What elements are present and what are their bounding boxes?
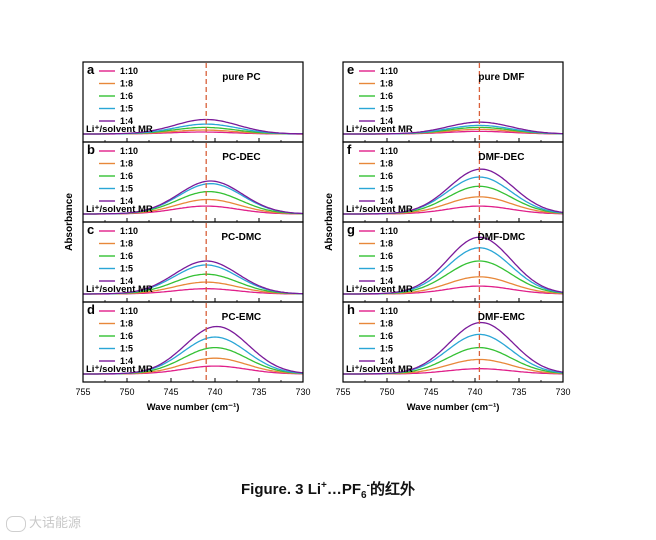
caption-sup-plus: + (321, 480, 327, 491)
panel-b-legend-title: Li⁺/solvent MR (86, 204, 153, 215)
panel-e-legend-label-1-6: 1:6 (380, 91, 393, 101)
panel-d-tick-label-730: 730 (295, 387, 310, 397)
panel-c-title: PC-DMC (221, 232, 261, 243)
panel-e-letter: e (347, 62, 354, 77)
panel-g-letter: g (347, 222, 355, 237)
panel-f-legend-label-1-10: 1:10 (380, 146, 398, 156)
panel-f-legend-label-1-4: 1:4 (380, 196, 393, 206)
panel-e-series-1-4-line (343, 121, 563, 135)
panel-g-legend-label-1-10: 1:10 (380, 226, 398, 236)
panel-h-tick-label-730: 730 (555, 387, 570, 397)
panel-d-legend-label-1-10: 1:10 (120, 306, 138, 316)
panel-a-series-1-4-line (83, 118, 304, 135)
panel-a-letter: a (87, 62, 95, 77)
panel-b-legend-label-1-5: 1:5 (120, 184, 133, 194)
panel-g-legend-label-1-5: 1:5 (380, 264, 393, 274)
panel-h-legend-label-1-8: 1:8 (380, 319, 393, 329)
panel-h-tick-label-745: 745 (423, 387, 438, 397)
caption-prefix: Figure. 3 Li (241, 481, 322, 498)
panel-g-series-1-4-line (343, 236, 564, 295)
figure-caption: Figure. 3 Li+…PF6-的红外 (0, 478, 656, 501)
panel-d-title: PC-EMC (222, 312, 261, 323)
panel-h-tick-label-755: 755 (335, 387, 350, 397)
panel-b-letter: b (87, 142, 95, 157)
panel-h-tick-label-735: 735 (511, 387, 526, 397)
panel-e-legend-label-1-4: 1:4 (380, 116, 393, 126)
column-2-ylabel: Absorbance (324, 193, 335, 251)
panel-h-series-1-4-line (343, 321, 564, 375)
panel-g-title: DMF-DMC (478, 232, 526, 243)
panel-b-legend-label-1-4: 1:4 (120, 196, 133, 206)
panel-d-letter: d (87, 302, 95, 317)
panel-a-legend-label-1-4: 1:4 (120, 116, 133, 126)
panel-d-legend-label-1-6: 1:6 (120, 331, 133, 341)
panel-h-legend-label-1-4: 1:4 (380, 356, 393, 366)
column-1-xlabel: Wave number (cm⁻¹) (147, 402, 240, 413)
caption-suffix: 的红外 (369, 481, 415, 498)
panel-e-title: pure DMF (478, 72, 524, 83)
panel-d-legend-label-1-8: 1:8 (120, 319, 133, 329)
panel-f-legend-title: Li⁺/solvent MR (346, 204, 413, 215)
watermark: 大话能源 (6, 512, 81, 532)
caption-sub-6: 6 (361, 490, 367, 501)
column-2-xlabel: Wave number (cm⁻¹) (407, 402, 500, 413)
panel-c-legend-label-1-10: 1:10 (120, 226, 138, 236)
watermark-text: 大话能源 (29, 516, 82, 531)
panel-h-legend-label-1-10: 1:10 (380, 306, 398, 316)
panel-b-legend-label-1-6: 1:6 (120, 171, 133, 181)
panel-f-legend-label-1-6: 1:6 (380, 171, 393, 181)
panel-d-series-1-4-line (83, 325, 304, 375)
panel-c-series-1-4-line (83, 260, 304, 295)
panel-g-legend-label-1-8: 1:8 (380, 239, 393, 249)
caption-mid: …PF (326, 481, 362, 498)
panel-h-legend-title: Li⁺/solvent MR (346, 364, 413, 375)
panel-g-legend-label-1-4: 1:4 (380, 276, 393, 286)
panel-h-legend-label-1-5: 1:5 (380, 344, 393, 354)
panel-b-legend-label-1-8: 1:8 (120, 159, 133, 169)
panel-b-series-1-4-line (83, 180, 304, 215)
panel-c-legend-label-1-6: 1:6 (120, 251, 133, 261)
panel-d-legend-title: Li⁺/solvent MR (86, 364, 153, 375)
panel-a-legend-title: Li⁺/solvent MR (86, 124, 153, 135)
panel-c-letter: c (87, 222, 94, 237)
panel-a-title: pure PC (222, 72, 260, 83)
panel-a-legend-label-1-10: 1:10 (120, 66, 138, 76)
column-1-ylabel: Absorbance (64, 193, 75, 251)
panel-a-legend-label-1-5: 1:5 (120, 104, 133, 114)
panel-e-legend-label-1-8: 1:8 (380, 79, 393, 89)
panel-a-legend-label-1-8: 1:8 (120, 79, 133, 89)
panel-h-letter: h (347, 302, 355, 317)
panel-f-legend-label-1-8: 1:8 (380, 159, 393, 169)
panel-b-legend-label-1-10: 1:10 (120, 146, 138, 156)
panel-d-legend-label-1-5: 1:5 (120, 344, 133, 354)
watermark-logo-icon (6, 515, 26, 532)
panel-b-title: PC-DEC (222, 152, 260, 163)
panel-c-legend-label-1-8: 1:8 (120, 239, 133, 249)
panel-c-legend-label-1-5: 1:5 (120, 264, 133, 274)
panel-g-legend-title: Li⁺/solvent MR (346, 284, 413, 295)
panel-f-series-1-4-line (343, 168, 564, 215)
panel-c-legend-label-1-4: 1:4 (120, 276, 133, 286)
panel-e-legend-title: Li⁺/solvent MR (346, 124, 413, 135)
panel-a-legend-label-1-6: 1:6 (120, 91, 133, 101)
panel-d-legend-label-1-4: 1:4 (120, 356, 133, 366)
panel-e-legend-label-1-10: 1:10 (380, 66, 398, 76)
panel-h-tick-label-750: 750 (379, 387, 394, 397)
panel-c-legend-title: Li⁺/solvent MR (86, 284, 153, 295)
panel-h-legend-label-1-6: 1:6 (380, 331, 393, 341)
panel-f-legend-label-1-5: 1:5 (380, 184, 393, 194)
panel-g-legend-label-1-6: 1:6 (380, 251, 393, 261)
panel-d-tick-label-745: 745 (163, 387, 178, 397)
panel-f-letter: f (347, 142, 352, 157)
panel-f-title: DMF-DEC (478, 152, 524, 163)
panel-h-tick-label-740: 740 (467, 387, 482, 397)
panel-h-title: DMF-EMC (478, 312, 525, 323)
panel-d-tick-label-755: 755 (75, 387, 90, 397)
panel-d-tick-label-740: 740 (207, 387, 222, 397)
caption-sup-minus: - (366, 480, 370, 491)
panel-e-legend-label-1-5: 1:5 (380, 104, 393, 114)
panel-d-tick-label-735: 735 (251, 387, 266, 397)
panel-d-tick-label-750: 750 (119, 387, 134, 397)
